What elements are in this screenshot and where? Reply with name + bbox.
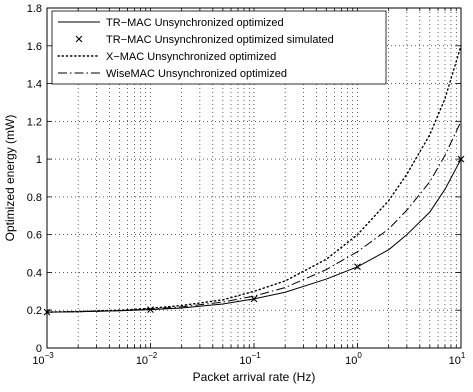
x-tick-label: 101 <box>449 351 466 367</box>
x-tick-label-exponent: −2 <box>148 351 158 360</box>
tick-labels: 00.20.40.60.811.21.41.61.810−3 10−2 10−1 10… <box>27 3 466 367</box>
series-2-line <box>46 45 462 313</box>
x-tick-label: 10−1 <box>239 351 261 367</box>
y-tick-label: 0.2 <box>27 305 42 317</box>
legend-entry: TR−MAC Unsynchronized optimized <box>58 17 284 29</box>
x-tick-label: 10−2 <box>136 351 158 367</box>
x-tick-label-exponent: −3 <box>45 351 55 360</box>
series-3-line <box>46 121 462 313</box>
legend-entry: WiseMAC Unsynchronized optimized <box>58 68 287 80</box>
x-tick-label-base: 10 <box>449 355 461 367</box>
x-tick-label-base: 10 <box>136 355 148 367</box>
y-tick-label: 1 <box>36 154 42 166</box>
legend-box <box>51 10 387 85</box>
series-1-marker <box>354 263 361 271</box>
legend-label: X−MAC Unsynchronized optimized <box>106 51 276 63</box>
y-tick-label: 1.8 <box>27 3 42 15</box>
legend: TR−MAC Unsynchronized optimized TR−MAC Un… <box>51 10 387 85</box>
y-tick-label: 1.2 <box>27 116 42 128</box>
x-tick-label: 10−3 <box>32 351 54 367</box>
y-tick-label: 1.6 <box>27 41 42 53</box>
legend-label: TR−MAC Unsynchronized optimized <box>106 17 284 29</box>
legend-entry: TR−MAC Unsynchronized optimized simulate… <box>75 34 334 46</box>
y-tick-label: 0.8 <box>27 192 42 204</box>
x-tick-label: 100 <box>345 351 362 367</box>
x-tick-label-exponent: −1 <box>252 351 262 360</box>
x-tick-label-base: 10 <box>239 355 251 367</box>
y-axis-label: Optimized energy (mW) <box>3 115 17 242</box>
y-tick-label: 0.4 <box>27 267 42 279</box>
axis-ticks <box>46 7 461 349</box>
legend-label: TR−MAC Unsynchronized optimized simulate… <box>106 34 334 46</box>
legend-swatch <box>75 35 83 43</box>
x-axis-label: Packet arrival rate (Hz) <box>193 370 316 384</box>
x-tick-label-exponent: 0 <box>357 351 362 360</box>
series-0-line <box>46 158 462 313</box>
y-tick-label: 0.6 <box>27 230 42 242</box>
y-tick-label: 1.4 <box>27 79 42 91</box>
y-tick-label: 0 <box>36 343 42 355</box>
legend-label: WiseMAC Unsynchronized optimized <box>106 68 287 80</box>
series-layer <box>43 45 465 316</box>
x-tick-label-exponent: 1 <box>461 351 466 360</box>
legend-entry: X−MAC Unsynchronized optimized <box>57 51 276 63</box>
x-tick-label-base: 10 <box>32 355 44 367</box>
x-tick-label-base: 10 <box>345 355 357 367</box>
